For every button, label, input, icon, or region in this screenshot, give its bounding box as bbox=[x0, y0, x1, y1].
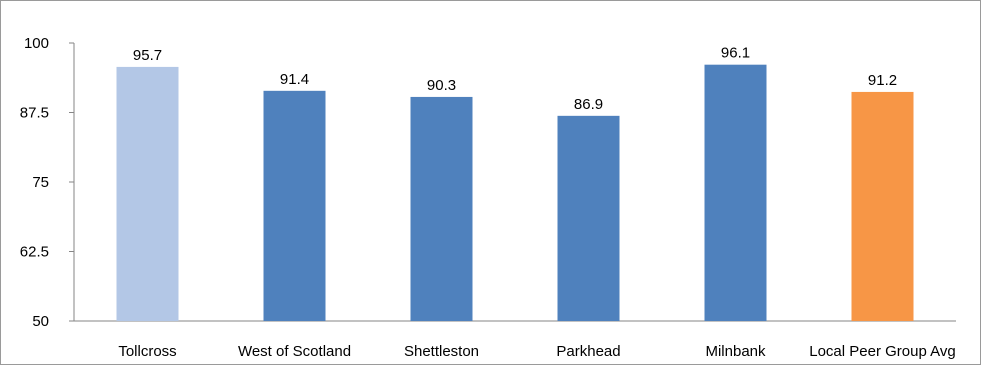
category-label: Local Peer Group Avg bbox=[809, 343, 955, 360]
y-tick-label: 50 bbox=[32, 313, 49, 330]
category-label: Shettleston bbox=[404, 343, 479, 360]
bar bbox=[851, 91, 914, 321]
data-label: 95.7 bbox=[133, 47, 162, 64]
data-label: 86.9 bbox=[574, 96, 603, 113]
y-tick-label: 87.5 bbox=[20, 105, 49, 122]
y-tick-label: 75 bbox=[32, 174, 49, 191]
y-tick-label: 62.5 bbox=[20, 244, 49, 261]
data-label: 91.2 bbox=[868, 72, 897, 89]
bar bbox=[410, 96, 473, 321]
y-tick-label: 100 bbox=[24, 35, 49, 52]
bar bbox=[116, 66, 179, 322]
bar bbox=[704, 64, 767, 322]
bar bbox=[557, 115, 620, 321]
data-label: 91.4 bbox=[280, 71, 309, 88]
category-label: Milnbank bbox=[705, 343, 766, 360]
data-label: 96.1 bbox=[721, 45, 750, 62]
category-label: Parkhead bbox=[556, 343, 620, 360]
category-label: West of Scotland bbox=[238, 343, 351, 360]
data-label: 90.3 bbox=[427, 77, 456, 94]
bar bbox=[263, 90, 326, 321]
category-label: Tollcross bbox=[118, 343, 176, 360]
